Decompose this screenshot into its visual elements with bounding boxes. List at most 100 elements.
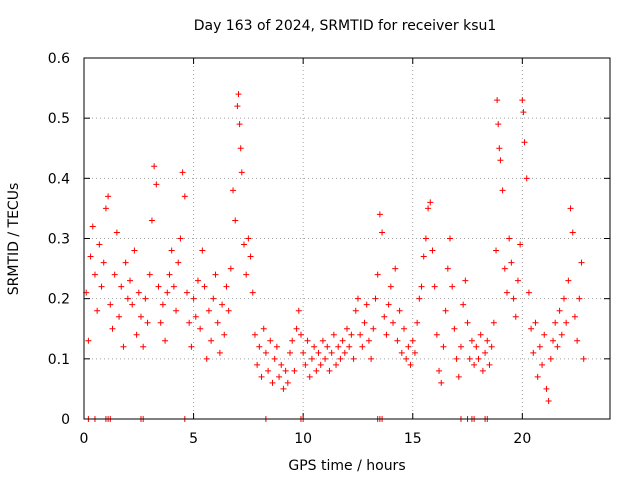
data-point xyxy=(129,301,136,308)
y-tick-label: 0.2 xyxy=(48,292,70,308)
data-point xyxy=(365,337,372,344)
data-point xyxy=(457,343,464,350)
data-point xyxy=(372,295,379,302)
data-point xyxy=(306,373,313,380)
data-point xyxy=(381,313,388,320)
data-point xyxy=(565,277,572,284)
data-point xyxy=(370,325,377,332)
data-point xyxy=(223,283,230,290)
data-point xyxy=(418,283,425,290)
data-point xyxy=(287,349,294,356)
x-tick-label: 20 xyxy=(513,431,531,447)
data-point xyxy=(238,169,245,176)
data-point xyxy=(496,145,503,152)
data-point xyxy=(221,331,228,338)
data-points xyxy=(83,91,587,422)
data-point xyxy=(240,241,247,248)
data-point xyxy=(479,367,486,374)
data-point xyxy=(453,355,460,362)
data-point xyxy=(127,277,134,284)
data-point xyxy=(335,343,342,350)
data-point xyxy=(460,301,467,308)
data-point xyxy=(313,367,320,374)
data-point xyxy=(536,343,543,350)
data-point xyxy=(422,235,429,242)
data-point xyxy=(379,229,386,236)
data-point xyxy=(260,325,267,332)
chart-title: Day 163 of 2024, SRMTID for receiver ksu… xyxy=(193,18,497,34)
grid-lines xyxy=(84,58,610,419)
data-point xyxy=(341,349,348,356)
data-point xyxy=(133,331,140,338)
data-point xyxy=(449,283,456,290)
data-point xyxy=(519,97,526,104)
data-point xyxy=(484,337,491,344)
data-point xyxy=(216,349,223,356)
x-axis-label: GPS time / hours xyxy=(288,458,406,474)
data-point xyxy=(376,211,383,218)
data-point xyxy=(289,337,296,344)
data-point xyxy=(578,259,585,266)
data-point xyxy=(333,361,340,368)
data-point xyxy=(444,265,451,272)
data-point xyxy=(580,355,587,362)
data-point xyxy=(490,319,497,326)
data-point xyxy=(339,337,346,344)
data-point xyxy=(190,295,197,302)
data-point xyxy=(400,325,407,332)
data-point xyxy=(188,343,195,350)
data-point xyxy=(205,307,212,314)
data-point xyxy=(181,193,188,200)
data-point xyxy=(282,367,289,374)
data-point xyxy=(232,217,239,224)
data-point xyxy=(405,343,412,350)
data-point xyxy=(107,301,114,308)
data-point xyxy=(442,307,449,314)
data-point xyxy=(170,283,177,290)
data-point xyxy=(124,295,131,302)
data-point xyxy=(146,271,153,278)
y-tick-label: 0.3 xyxy=(48,232,70,248)
data-point xyxy=(162,337,169,344)
data-point xyxy=(179,169,186,176)
data-point xyxy=(243,271,250,278)
data-point xyxy=(137,313,144,320)
data-point xyxy=(324,343,331,350)
data-point xyxy=(464,319,471,326)
data-point xyxy=(523,175,530,182)
data-point xyxy=(556,307,563,314)
data-point xyxy=(506,235,513,242)
data-point xyxy=(265,367,272,374)
data-point xyxy=(212,271,219,278)
data-point xyxy=(111,271,118,278)
data-point xyxy=(251,331,258,338)
data-point xyxy=(210,295,217,302)
data-point xyxy=(276,373,283,380)
data-point xyxy=(394,337,401,344)
data-point xyxy=(311,343,318,350)
data-point xyxy=(94,307,101,314)
data-point xyxy=(468,337,475,344)
x-tick-label: 5 xyxy=(189,431,198,447)
data-point xyxy=(475,355,482,362)
data-point xyxy=(203,355,210,362)
data-point xyxy=(91,271,98,278)
data-point xyxy=(102,205,109,212)
data-point xyxy=(192,313,199,320)
data-point xyxy=(96,241,103,248)
data-point xyxy=(574,337,581,344)
data-point xyxy=(237,145,244,152)
data-point xyxy=(236,121,243,128)
axis-ticks: 0 0.1 0.2 0.3 0.4 0.5 0.6 0 5 10 15 20 xyxy=(48,51,610,447)
data-point xyxy=(346,343,353,350)
data-point xyxy=(494,97,501,104)
data-point xyxy=(219,301,226,308)
data-point xyxy=(308,355,315,362)
data-point xyxy=(554,343,561,350)
data-point xyxy=(245,235,252,242)
data-point xyxy=(528,325,535,332)
data-point xyxy=(322,355,329,362)
data-point xyxy=(247,253,254,260)
data-point xyxy=(131,247,138,254)
